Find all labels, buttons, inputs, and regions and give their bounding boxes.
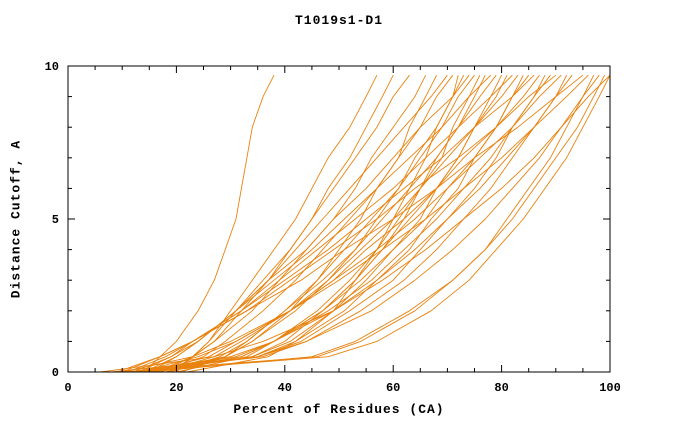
chart-title: T1019s1-D1 [294, 13, 383, 28]
x-axis-label: Percent of Residues (CA) [233, 402, 445, 417]
y-tick-label: 5 [52, 213, 59, 227]
x-tick-label: 100 [599, 381, 621, 395]
x-tick-label: 20 [169, 381, 183, 395]
x-tick-label: 60 [386, 381, 400, 395]
x-tick-label: 0 [64, 381, 71, 395]
x-tick-label: 40 [278, 381, 292, 395]
x-tick-label: 80 [494, 381, 508, 395]
y-tick-label: 10 [45, 60, 59, 74]
y-tick-label: 0 [52, 366, 59, 380]
y-axis-label: Distance Cutoff, A [8, 139, 24, 299]
